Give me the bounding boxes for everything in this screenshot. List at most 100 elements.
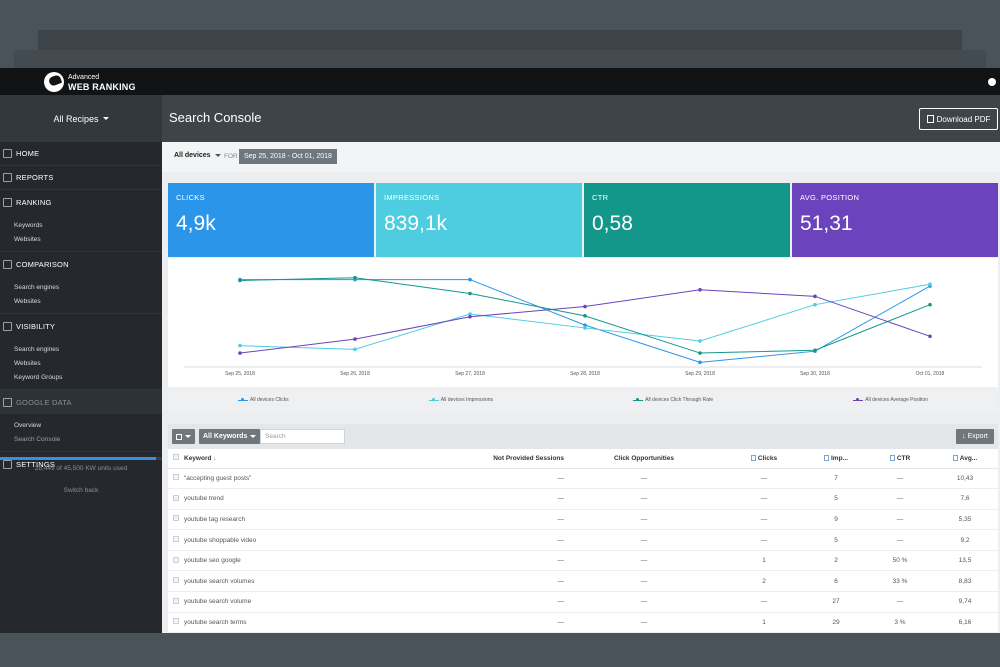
- data-point[interactable]: [583, 304, 587, 309]
- data-point[interactable]: [928, 282, 932, 287]
- data-point[interactable]: [468, 277, 472, 282]
- sort-icon: [889, 455, 895, 462]
- nav-visibility-websites[interactable]: Websites: [14, 359, 41, 367]
- logo-line2: WEB RANKING: [68, 81, 136, 92]
- data-point[interactable]: [353, 337, 357, 341]
- data-point[interactable]: [468, 291, 472, 296]
- logo[interactable]: Advanced WEB RANKING: [44, 72, 136, 92]
- data-point[interactable]: [238, 278, 242, 283]
- nav-comparison[interactable]: COMPARISON: [0, 252, 162, 276]
- nav-home[interactable]: HOME: [0, 142, 162, 166]
- logo-icon: [44, 72, 64, 92]
- column-header-ctr[interactable]: CTR: [868, 449, 932, 469]
- x-tick-label: Sep 29, 2018: [685, 371, 715, 377]
- column-header-click-opportunities[interactable]: Click Opportunities: [564, 449, 724, 469]
- download-pdf-button[interactable]: Download PDF: [919, 108, 998, 130]
- data-point[interactable]: [928, 302, 932, 307]
- table-row[interactable]: youtube tag research — — —9—5,35: [168, 509, 998, 531]
- ctr-cell: —: [868, 488, 932, 510]
- data-point[interactable]: [698, 360, 702, 365]
- row-checkbox[interactable]: [168, 529, 184, 551]
- nav-visibility-keyword-groups[interactable]: Keyword Groups: [14, 373, 63, 381]
- column-header-impressions[interactable]: Imp...: [804, 449, 868, 469]
- column-header-keyword[interactable]: Keyword ↓: [184, 449, 454, 469]
- nav-google-overview[interactable]: Overview: [14, 421, 42, 429]
- metric-card-ctr[interactable]: CTR 0,58: [584, 183, 790, 257]
- line-chart-svg: Sep 25, 2018 Sep 26, 2018 Sep 27, 2018 Sep …: [184, 275, 982, 377]
- legend-item[interactable]: All devices Average Position: [853, 397, 928, 403]
- nav-comparison-search-engines[interactable]: Search engines: [14, 283, 60, 291]
- impressions-cell: 9: [804, 509, 868, 531]
- data-point[interactable]: [583, 323, 587, 327]
- table-row[interactable]: youtube search volume — — —27—9,74: [168, 591, 998, 613]
- recipes-dropdown[interactable]: All Recipes: [0, 95, 162, 142]
- user-menu-icon[interactable]: [988, 78, 996, 86]
- table-row[interactable]: youtube search volumes — —2 6 33 % 8,83: [168, 570, 998, 593]
- data-point[interactable]: [583, 326, 587, 330]
- sort-arrow-icon: ↓: [213, 454, 217, 462]
- data-point[interactable]: [813, 302, 817, 307]
- nav-comparison-websites[interactable]: Websites: [14, 297, 41, 305]
- data-point[interactable]: [238, 343, 242, 348]
- row-checkbox[interactable]: [168, 488, 184, 510]
- date-range-picker[interactable]: Sep 25, 2018 - Oct 01, 2018: [239, 149, 337, 164]
- avg-position-cell: 9,74: [932, 591, 998, 613]
- nav-ranking-keywords[interactable]: Keywords: [14, 221, 43, 229]
- legend-item[interactable]: All devices Clicks: [238, 397, 289, 403]
- keyword-filter-dropdown[interactable]: All Keywords: [199, 429, 261, 444]
- data-point[interactable]: [813, 348, 817, 353]
- table-row[interactable]: youtube search terms — —1 29 3 % 6,16: [168, 612, 998, 634]
- data-point[interactable]: [353, 275, 357, 280]
- column-header-clicks[interactable]: Clicks: [724, 449, 804, 469]
- column-header-not-provided[interactable]: Not Provided Sessions: [454, 449, 564, 469]
- column-picker-button[interactable]: [172, 429, 195, 444]
- data-point[interactable]: [583, 314, 587, 318]
- table-row[interactable]: youtube seo google — —1 2 50 % 13,5: [168, 550, 998, 572]
- row-checkbox[interactable]: [168, 509, 184, 531]
- row-checkbox[interactable]: [168, 550, 184, 572]
- switch-back-link[interactable]: Switch back: [63, 487, 99, 494]
- row-checkbox[interactable]: [168, 612, 184, 634]
- data-point[interactable]: [813, 294, 817, 299]
- export-label: Export: [967, 433, 988, 440]
- impressions-cell: 27: [804, 591, 868, 613]
- x-tick-label: Sep 26, 2018: [340, 371, 370, 377]
- series-line: [239, 289, 931, 354]
- metric-label: IMPRESSIONS: [384, 193, 440, 202]
- nav-google-search-console[interactable]: Search Console: [14, 435, 61, 443]
- nav-reports[interactable]: REPORTS: [0, 166, 162, 190]
- metric-card-avg-position[interactable]: AVG. POSITION 51,31: [792, 183, 998, 257]
- metric-card-clicks[interactable]: CLICKS 4,9k: [168, 183, 374, 257]
- nav-ranking-websites[interactable]: Websites: [14, 235, 41, 243]
- data-point[interactable]: [928, 334, 932, 339]
- data-point[interactable]: [353, 347, 357, 352]
- metric-cards: CLICKS 4,9k IMPRESSIONS 839,1k CTR 0,58 …: [168, 183, 998, 257]
- nav-visibility[interactable]: VISIBILITY: [0, 314, 162, 338]
- data-point[interactable]: [468, 314, 472, 319]
- nav-visibility-search-engines[interactable]: Search engines: [14, 345, 60, 353]
- select-all-checkbox[interactable]: [168, 449, 184, 469]
- export-button[interactable]: ↓ Export: [956, 429, 994, 444]
- table-row[interactable]: youtube shoppable video — — —5—9,2: [168, 529, 998, 551]
- row-checkbox[interactable]: [168, 468, 184, 490]
- legend-item[interactable]: All devices Impressions: [428, 397, 493, 403]
- row-checkbox[interactable]: [168, 591, 184, 613]
- data-point[interactable]: [698, 339, 702, 343]
- row-checkbox[interactable]: [168, 570, 184, 593]
- x-tick-label: Sep 30, 2018: [800, 371, 830, 377]
- data-point[interactable]: [468, 312, 472, 316]
- nav-google-data[interactable]: GOOGLE DATA: [0, 390, 162, 414]
- column-header-avg-position[interactable]: Avg...: [932, 449, 998, 469]
- data-point[interactable]: [698, 288, 702, 292]
- search-input[interactable]: Search: [260, 429, 345, 444]
- nav-settings[interactable]: SETTINGS: [0, 452, 162, 476]
- data-point[interactable]: [238, 351, 242, 355]
- table-row[interactable]: "accepting guest posts" — — —7—10,43: [168, 468, 998, 490]
- chevron-down-icon: [102, 117, 109, 120]
- metric-card-impressions[interactable]: IMPRESSIONS 839,1k: [376, 183, 582, 257]
- table-row[interactable]: youtube trend — — —5—7,6: [168, 488, 998, 510]
- nav-ranking[interactable]: RANKING: [0, 190, 162, 214]
- data-point[interactable]: [698, 351, 702, 355]
- legend-item[interactable]: All devices Click Through Rate: [633, 397, 713, 403]
- device-dropdown[interactable]: All devices: [174, 152, 221, 159]
